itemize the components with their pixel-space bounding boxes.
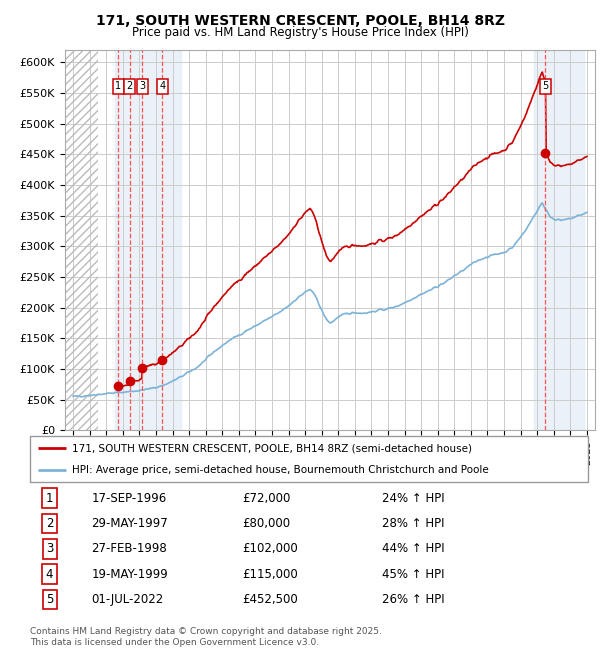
Text: HPI: Average price, semi-detached house, Bournemouth Christchurch and Poole: HPI: Average price, semi-detached house,… (72, 465, 488, 474)
Text: 5: 5 (542, 81, 548, 91)
Text: 171, SOUTH WESTERN CRESCENT, POOLE, BH14 8RZ (semi-detached house): 171, SOUTH WESTERN CRESCENT, POOLE, BH14… (72, 443, 472, 453)
Text: Price paid vs. HM Land Registry's House Price Index (HPI): Price paid vs. HM Land Registry's House … (131, 26, 469, 39)
Text: 2: 2 (127, 81, 133, 91)
Text: 171, SOUTH WESTERN CRESCENT, POOLE, BH14 8RZ: 171, SOUTH WESTERN CRESCENT, POOLE, BH14… (95, 14, 505, 29)
Text: 24% ↑ HPI: 24% ↑ HPI (382, 492, 444, 504)
Text: 27-FEB-1998: 27-FEB-1998 (91, 542, 167, 555)
Text: 26% ↑ HPI: 26% ↑ HPI (382, 593, 444, 606)
Text: 45% ↑ HPI: 45% ↑ HPI (382, 568, 444, 581)
Bar (65, 50, 98, 430)
Text: £102,000: £102,000 (242, 542, 298, 555)
Text: 19-MAY-1999: 19-MAY-1999 (91, 568, 168, 581)
Text: 3: 3 (46, 542, 53, 555)
Bar (534, 50, 584, 430)
Text: 4: 4 (159, 81, 166, 91)
Text: 44% ↑ HPI: 44% ↑ HPI (382, 542, 444, 555)
Text: £115,000: £115,000 (242, 568, 298, 581)
Text: 4: 4 (46, 568, 53, 581)
Text: £452,500: £452,500 (242, 593, 298, 606)
Text: 2: 2 (46, 517, 53, 530)
FancyBboxPatch shape (30, 436, 588, 482)
Text: £80,000: £80,000 (242, 517, 290, 530)
Text: 28% ↑ HPI: 28% ↑ HPI (382, 517, 444, 530)
Text: 01-JUL-2022: 01-JUL-2022 (91, 593, 164, 606)
Text: 5: 5 (46, 593, 53, 606)
Bar (115, 50, 181, 430)
Text: Contains HM Land Registry data © Crown copyright and database right 2025.
This d: Contains HM Land Registry data © Crown c… (30, 627, 382, 647)
Bar (65, 50, 98, 430)
Text: £72,000: £72,000 (242, 492, 290, 504)
Text: 1: 1 (46, 492, 53, 504)
Text: 17-SEP-1996: 17-SEP-1996 (91, 492, 167, 504)
Text: 3: 3 (139, 81, 145, 91)
Text: 1: 1 (115, 81, 121, 91)
Text: 29-MAY-1997: 29-MAY-1997 (91, 517, 168, 530)
